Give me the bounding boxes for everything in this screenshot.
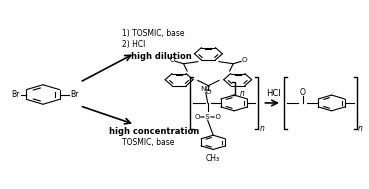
Text: high concentration: high concentration [109, 127, 199, 136]
Text: 2) HCl: 2) HCl [122, 40, 145, 49]
Text: Br: Br [11, 90, 20, 99]
Text: O: O [206, 89, 211, 95]
Text: n: n [240, 89, 245, 98]
Text: CH₃: CH₃ [206, 154, 220, 163]
Text: O: O [300, 88, 306, 97]
Text: TOSMIC, base: TOSMIC, base [122, 138, 175, 147]
Text: NC: NC [201, 86, 211, 92]
Text: HCl: HCl [266, 89, 281, 98]
Text: n: n [260, 124, 265, 133]
Text: 1) TOSMIC, base: 1) TOSMIC, base [122, 29, 184, 38]
Text: O=S=O: O=S=O [194, 114, 221, 120]
Text: n: n [358, 124, 363, 133]
Text: Br: Br [70, 90, 78, 99]
Text: O: O [169, 57, 175, 63]
Text: high dilution: high dilution [131, 53, 192, 61]
Text: O: O [242, 57, 248, 63]
